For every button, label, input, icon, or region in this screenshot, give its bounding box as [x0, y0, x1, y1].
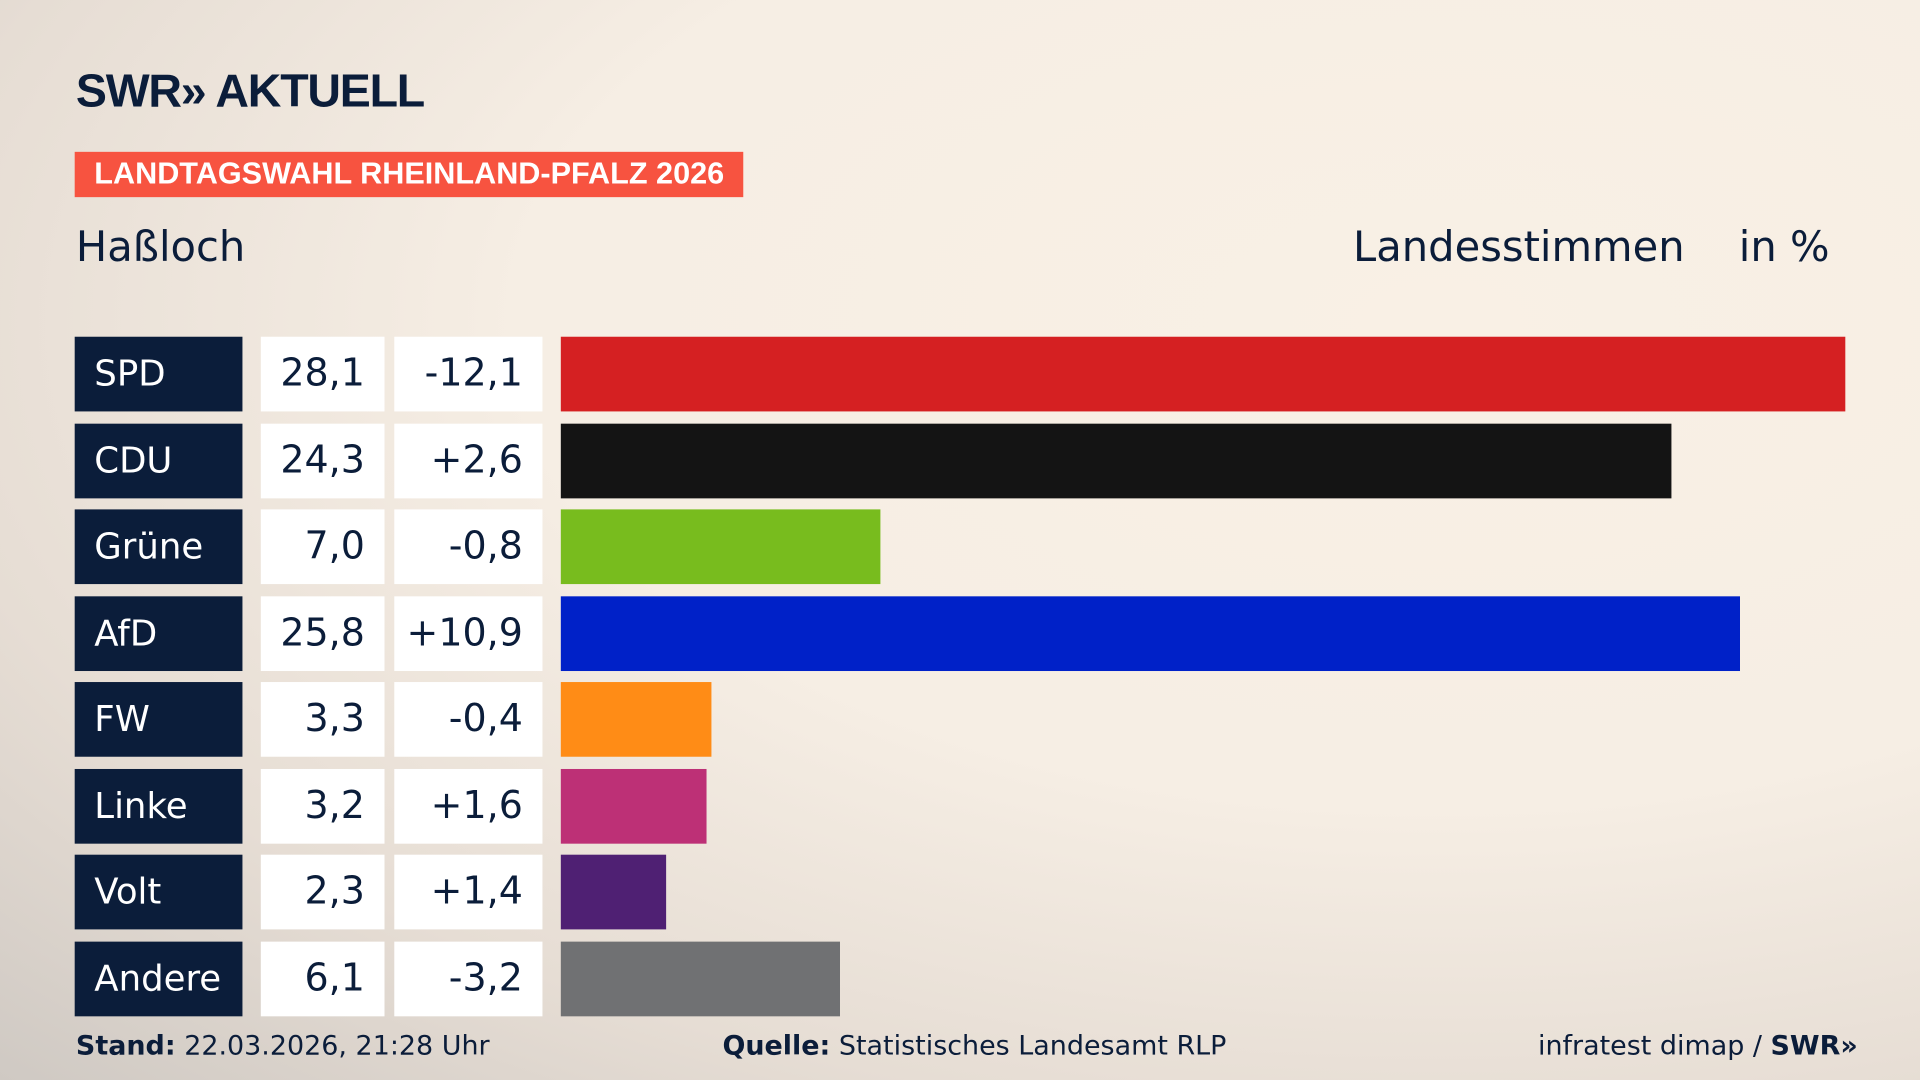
change-label: -12,1: [394, 336, 543, 412]
value-label: 6,1: [260, 941, 385, 1016]
bar-grüne: [560, 509, 881, 585]
bar-cdu: [560, 423, 1672, 498]
change-label: -0,4: [394, 682, 543, 757]
party-label: SPD: [74, 336, 243, 412]
party-label: FW: [74, 682, 243, 757]
source-label: Quelle:: [722, 1031, 831, 1062]
value-label: 3,3: [260, 682, 385, 757]
swr-logo: SWR»: [1770, 1031, 1858, 1062]
credit-text: infratest dimap /: [1537, 1031, 1771, 1062]
source-value: Statistisches Landesamt RLP: [838, 1031, 1227, 1062]
change-label: -3,2: [394, 941, 543, 1016]
place-title: Haßloch: [75, 222, 246, 272]
unit-label: in %: [1738, 222, 1830, 272]
value-label: 3,2: [260, 768, 385, 844]
bar-volt: [560, 854, 666, 930]
change-label: +1,6: [394, 768, 543, 844]
source: Quelle: Statistisches Landesamt RLP: [722, 1031, 1226, 1062]
bar-andere: [560, 941, 840, 1016]
change-label: +10,9: [394, 595, 543, 671]
bar-linke: [560, 768, 708, 844]
change-label: -0,8: [394, 509, 543, 585]
party-label: Grüne: [74, 509, 243, 585]
party-label: AfD: [74, 595, 243, 671]
swr-aktuell-logo: SWR» AKTUELL: [75, 66, 425, 118]
value-label: 24,3: [260, 423, 385, 498]
timestamp: Stand: 22.03.2026, 21:28 Uhr: [76, 1031, 490, 1062]
value-label: 2,3: [260, 854, 385, 930]
party-label: Volt: [74, 854, 243, 930]
value-label: 28,1: [260, 336, 385, 412]
party-label: Linke: [74, 768, 243, 844]
value-label: 25,8: [260, 595, 385, 671]
change-label: +1,4: [394, 854, 543, 930]
credit: infratest dimap / SWR»: [1538, 1031, 1858, 1062]
stand-value: 22.03.2026, 21:28 Uhr: [184, 1031, 490, 1062]
measure-label: Landesstimmen: [1353, 222, 1685, 272]
party-label: Andere: [74, 941, 243, 1016]
bar-afd: [560, 595, 1741, 671]
value-label: 7,0: [260, 509, 385, 585]
change-label: +2,6: [394, 423, 543, 498]
bar-fw: [560, 682, 712, 757]
stand-label: Stand:: [75, 1031, 176, 1062]
election-banner: LANDTAGSWAHL RHEINLAND-PFALZ 2026: [74, 151, 744, 198]
bar-spd: [560, 336, 1846, 412]
party-label: CDU: [74, 423, 243, 498]
